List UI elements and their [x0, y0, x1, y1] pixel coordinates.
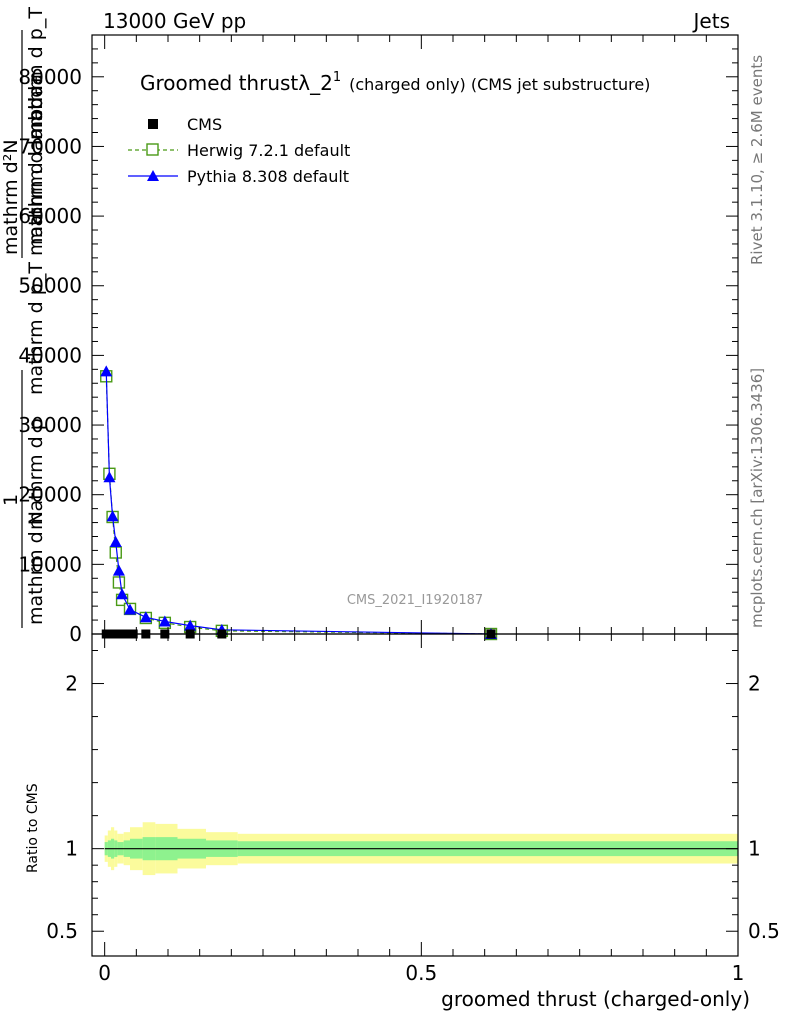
main-ytick-label: 40000 — [18, 343, 82, 367]
main-axes: 0 10000 20000 30000 40000 50000 60000 70000 8000… — [18, 35, 739, 646]
main-ylabel: 1 mathrm d N mathrm d p mathrm d p_T mat… — [0, 0, 47, 628]
legend-label-pythia: Pythia 8.308 default — [187, 167, 349, 186]
ratio-ylabel: Ratio to CMS — [25, 783, 41, 873]
ylabel-part-3: mathrm d p_T mathrm d lambda — [25, 85, 47, 395]
herwig-point — [112, 576, 126, 589]
ratio-ytick-label: 0.5 — [46, 919, 78, 943]
main-ytick-label: 80000 — [18, 65, 82, 89]
x-axis-label: groomed thrust (charged-only) — [441, 987, 750, 1011]
pythia-point — [158, 615, 171, 627]
mcplots-label: mcplots.cern.ch [arXiv:1306.3436] — [748, 368, 766, 628]
ratio-xtick-label: 1 — [732, 961, 745, 985]
category-label: Jets — [692, 9, 730, 33]
pythia-point — [106, 510, 119, 522]
pythia-point — [124, 603, 136, 615]
legend-label-herwig: Herwig 7.2.1 default — [187, 141, 350, 160]
ylabel-numerator: 1 — [0, 494, 22, 506]
ratio-bands — [104, 822, 738, 876]
legend: CMS Herwig 7.2.1 default Pythia 8.308 de… — [128, 115, 350, 186]
ratio-ytick-label: 1 — [65, 837, 78, 861]
ratio-frame — [91, 633, 739, 957]
pythia-point — [109, 536, 122, 548]
herwig-point — [109, 546, 122, 559]
pythia-point — [139, 611, 152, 623]
ratio-ytick-label: 2 — [65, 672, 78, 696]
pythia-point — [112, 564, 125, 576]
pythia-point — [116, 588, 129, 600]
pythia-line — [105, 371, 492, 635]
ylabel-part-1: mathrm d N — [25, 511, 47, 625]
pythia-point — [103, 471, 116, 483]
plot-subtitle: (charged only) (CMS jet substructure) — [349, 75, 650, 94]
legend-marker-pythia — [147, 170, 159, 181]
ylabel-part-4: mathrm d²N — [0, 139, 22, 255]
ratio-ytick-label-right: 0.5 — [748, 919, 780, 943]
plot-title-superscript: 1 — [333, 70, 341, 85]
ylabel-part-5: mathrm d lambda — [25, 74, 47, 245]
ylabel-part-6: mathrm d p_T mathrm d — [25, 0, 47, 140]
main-ytick-label: 70000 — [18, 134, 82, 158]
main-ytick-label: 10000 — [18, 552, 82, 576]
pythia-point — [184, 619, 197, 631]
ratio-axes: 0 0.5 10.5 0.51 12 2 — [46, 634, 780, 985]
ratio-xtick-label: 0.5 — [405, 961, 437, 985]
main-ytick-label: 60000 — [18, 204, 82, 228]
legend-marker-herwig — [146, 143, 159, 156]
analysis-watermark: CMS_2021_I1920187 — [347, 593, 483, 608]
legend-marker-cms — [148, 119, 158, 129]
plot-title: Groomed thrustλ_21 (charged only) (CMS je… — [140, 70, 650, 95]
main-ytick-label: 20000 — [18, 483, 82, 507]
rivet-label: Rivet 3.1.10, ≥ 2.6M events — [748, 55, 766, 265]
ratio-xtick-label: 0 — [98, 961, 111, 985]
ratio-ytick-label-right: 2 — [748, 672, 761, 696]
plot-title-main: Groomed thrustλ_2 — [140, 71, 333, 95]
ratio-ytick-label-right: 1 — [748, 837, 761, 861]
main-ytick-label: 50000 — [18, 274, 82, 298]
main-ytick-label: 30000 — [18, 413, 82, 437]
legend-label-cms: CMS — [187, 115, 222, 134]
main-ytick-label: 0 — [69, 622, 82, 646]
ylabel-part-2: mathrm d p — [25, 418, 47, 530]
energy-label: 13000 GeV pp — [103, 9, 246, 33]
